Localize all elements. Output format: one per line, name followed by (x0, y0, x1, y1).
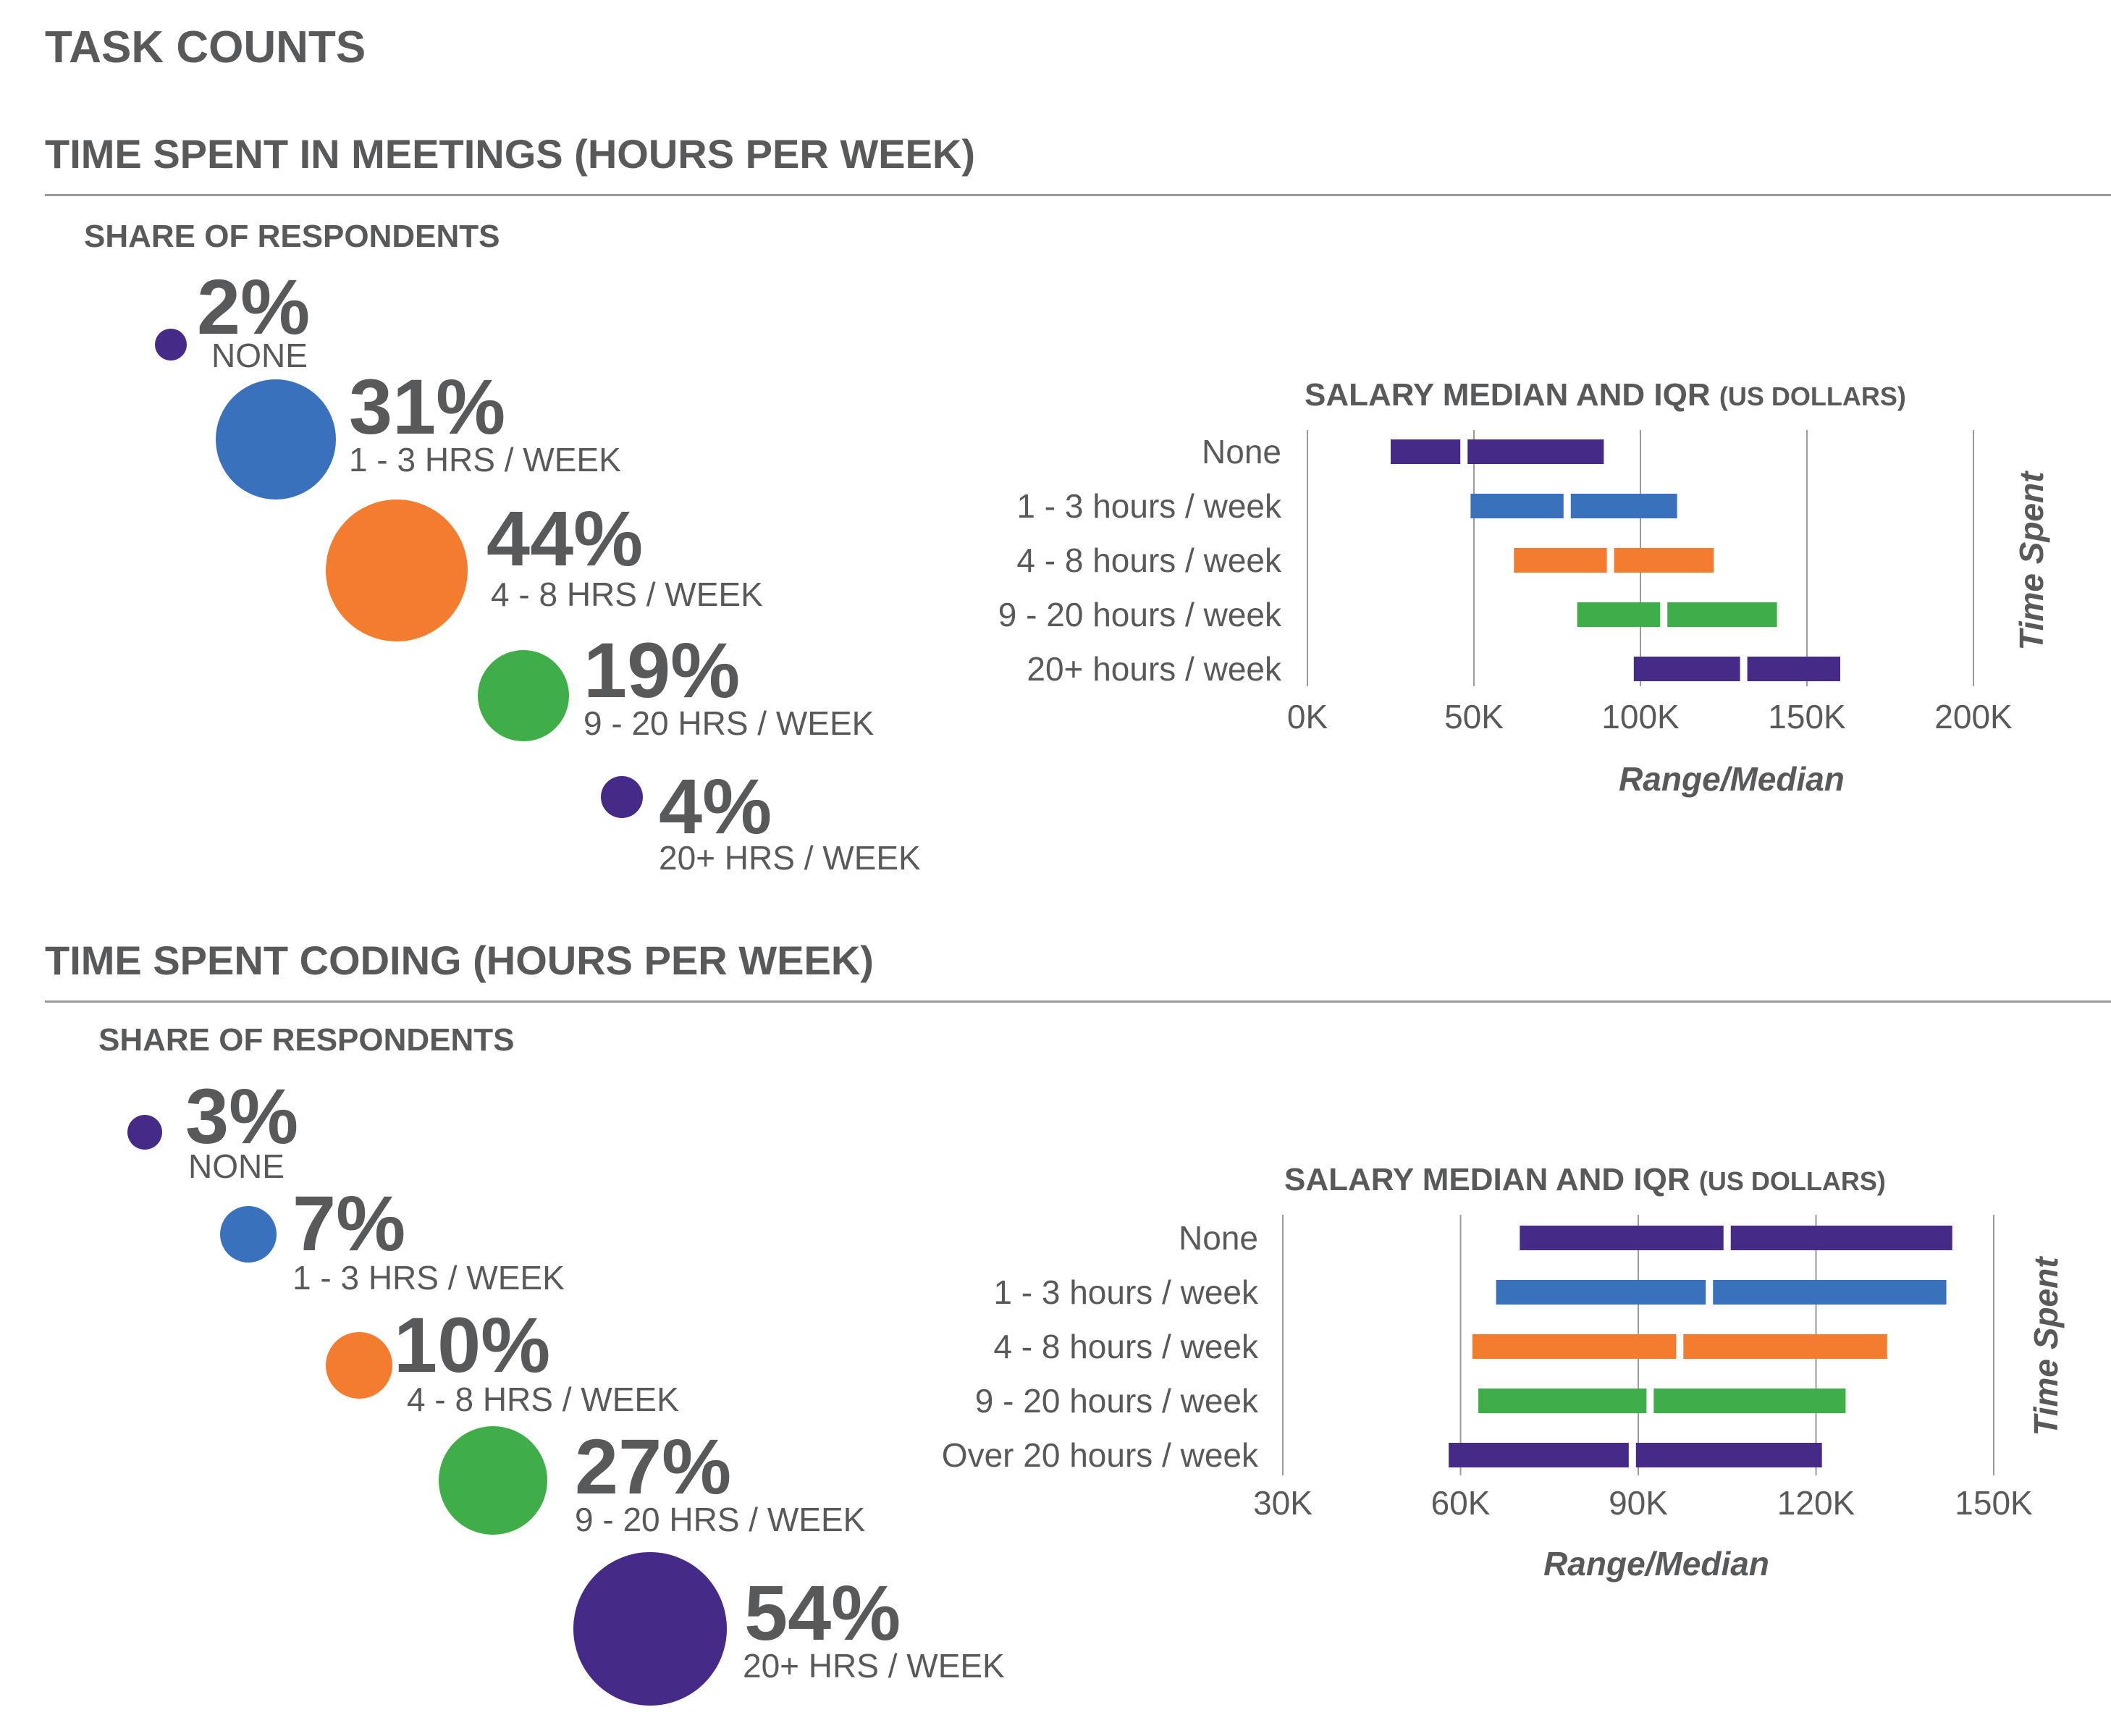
coding-chart-range-bar-lower (1472, 1334, 1677, 1359)
coding-chart-range-bar-upper (1653, 1389, 1846, 1413)
meetings-chart-title: SALARY MEDIAN AND IQR (US DOLLARS) (1305, 377, 1906, 413)
meetings-pct-none: 2% (197, 263, 311, 350)
coding-pct-20plus: 54% (744, 1569, 901, 1656)
coding-bubble-none (127, 1115, 162, 1150)
coding-section-title: TIME SPENT CODING (HOURS PER WEEK) (45, 937, 874, 983)
meetings-chart-range-bar-lower (1577, 602, 1661, 627)
meetings-section-title: TIME SPENT IN MEETINGS (HOURS PER WEEK) (45, 131, 975, 177)
coding-bubble-1-3 (220, 1206, 277, 1263)
meetings-share-label: SHARE OF RESPONDENTS (84, 219, 500, 254)
coding-cat-20plus: 20+ HRS / WEEK (743, 1647, 1005, 1685)
meetings-chart-y-axis-title: Time Spent (2013, 471, 2050, 651)
coding-chart-range-bar-upper (1635, 1443, 1822, 1467)
meetings-chart-title-main: SALARY MEDIAN AND IQR (1305, 377, 1719, 413)
meetings-chart-range-bar-lower (1391, 439, 1461, 464)
meetings-chart-category-label: 1 - 3 hours / week (1016, 487, 1282, 525)
coding-cat-9-20: 9 - 20 HRS / WEEK (575, 1501, 866, 1538)
coding-bubble-4-8 (326, 1332, 392, 1399)
meetings-chart-category-label: 20+ hours / week (1027, 650, 1282, 688)
meetings-chart-range-bar-upper (1667, 602, 1777, 627)
meetings-chart-category-label: 9 - 20 hours / week (998, 596, 1282, 633)
meetings-pct-1-3: 31% (349, 363, 506, 450)
meetings-cat-9-20: 9 - 20 HRS / WEEK (583, 704, 875, 742)
coding-pct-none: 3% (185, 1072, 299, 1160)
meetings-chart-x-tick-label: 100K (1601, 698, 1680, 736)
coding-pct-9-20: 27% (575, 1423, 732, 1510)
meetings-bubble-9-20 (478, 650, 569, 741)
coding-chart-range-bar-upper (1730, 1226, 1952, 1250)
coding-divider (45, 1000, 2111, 1003)
meetings-chart-range-bar-upper (1614, 548, 1714, 573)
coding-cat-1-3: 1 - 3 HRS / WEEK (292, 1259, 565, 1297)
meetings-chart-category-label: None (1202, 433, 1281, 471)
page-title: TASK COUNTS (45, 22, 366, 72)
meetings-chart-range-bar-upper (1467, 439, 1604, 464)
coding-chart-range-bar-lower (1496, 1280, 1706, 1305)
meetings-chart-x-axis-title: Range/Median (1619, 760, 1845, 798)
meetings-bubble-none (155, 329, 187, 361)
meetings-chart-title-unit: (US DOLLARS) (1719, 382, 1906, 411)
meetings-chart-category-label: 4 - 8 hours / week (1016, 542, 1282, 579)
coding-chart-range-bar-upper (1713, 1280, 1947, 1305)
coding-chart-title: SALARY MEDIAN AND IQR (US DOLLARS) (1284, 1162, 1886, 1197)
coding-bubble-20plus (573, 1552, 727, 1706)
coding-chart-category-label: 9 - 20 hours / week (975, 1382, 1259, 1420)
coding-chart-x-axis-title: Range/Median (1543, 1545, 1769, 1583)
meetings-chart-range-bar-lower (1514, 548, 1607, 573)
meetings-cat-20plus: 20+ HRS / WEEK (659, 839, 921, 877)
meetings-bubble-20plus (601, 776, 643, 818)
coding-chart-category-label: Over 20 hours / week (942, 1436, 1259, 1474)
meetings-chart-x-tick-label: 50K (1444, 698, 1504, 736)
coding-bubble-9-20 (439, 1426, 547, 1535)
meetings-pct-9-20: 19% (583, 626, 741, 714)
meetings-chart-x-tick-label: 0K (1287, 698, 1328, 736)
coding-chart-range-bar-lower (1449, 1443, 1629, 1467)
meetings-chart-range-bar-upper (1570, 494, 1677, 518)
meetings-pct-4-8: 44% (486, 494, 644, 582)
coding-chart-category-label: 1 - 3 hours / week (993, 1273, 1259, 1311)
coding-chart-title-main: SALARY MEDIAN AND IQR (1284, 1162, 1699, 1197)
coding-chart-x-tick-label: 150K (1955, 1484, 2033, 1522)
meetings-chart-x-tick-label: 200K (1934, 698, 2013, 736)
coding-chart-category-label: None (1179, 1219, 1258, 1257)
meetings-chart-range-bar-upper (1747, 657, 1840, 681)
coding-chart-x-tick-label: 30K (1253, 1484, 1312, 1522)
coding-chart-range-bar-lower (1478, 1389, 1647, 1413)
meetings-cat-4-8: 4 - 8 HRS / WEEK (491, 576, 763, 613)
meetings-divider (45, 194, 2111, 196)
meetings-bubble-1-3 (216, 379, 336, 500)
coding-chart-x-tick-label: 120K (1777, 1484, 1855, 1522)
coding-chart-range-bar-lower (1520, 1226, 1724, 1250)
coding-cat-4-8: 4 - 8 HRS / WEEK (407, 1381, 679, 1418)
meetings-pct-20plus: 4% (659, 762, 772, 850)
meetings-chart-range-bar-lower (1633, 657, 1740, 681)
meetings-cat-none: NONE (211, 337, 308, 374)
coding-chart-x-tick-label: 90K (1609, 1484, 1668, 1522)
coding-chart-category-label: 4 - 8 hours / week (993, 1328, 1259, 1365)
meetings-salary-chart: SALARY MEDIAN AND IQR (US DOLLARS) 0K 50K 1… (998, 377, 2050, 798)
coding-pct-1-3: 7% (292, 1179, 406, 1267)
coding-pct-4-8: 10% (394, 1301, 551, 1389)
coding-chart-y-axis-title: Time Spent (2027, 1256, 2065, 1436)
meetings-cat-1-3: 1 - 3 HRS / WEEK (349, 441, 621, 479)
meetings-bubble-4-8 (326, 500, 468, 641)
coding-share-label: SHARE OF RESPONDENTS (98, 1022, 515, 1058)
meetings-chart-range-bar-lower (1470, 494, 1564, 518)
coding-cat-none: NONE (188, 1147, 285, 1185)
meetings-chart-x-tick-label: 150K (1768, 698, 1846, 736)
coding-chart-x-tick-label: 60K (1431, 1484, 1491, 1522)
coding-chart-title-unit: (US DOLLARS) (1699, 1166, 1886, 1196)
coding-chart-range-bar-upper (1683, 1334, 1887, 1359)
